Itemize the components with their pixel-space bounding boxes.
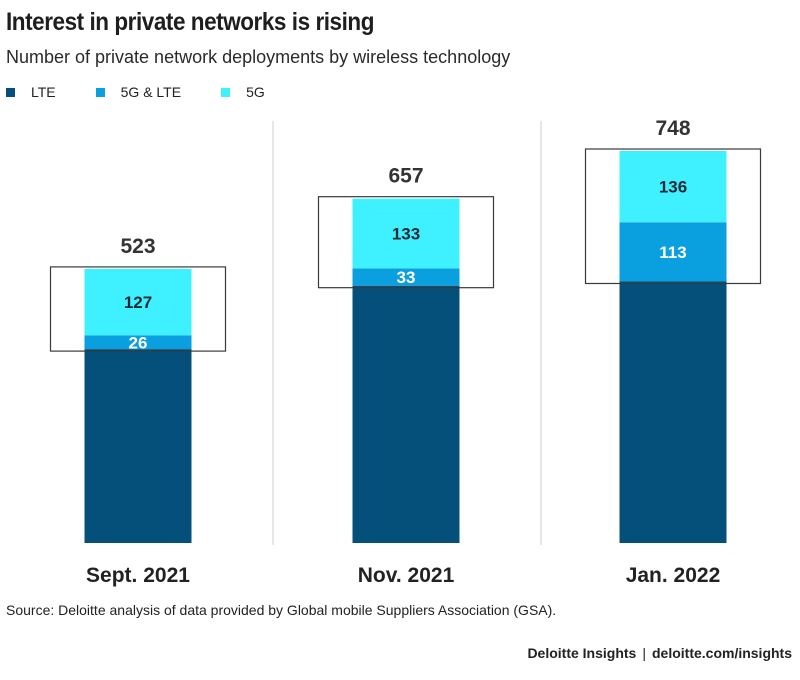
legend-item-5g: 5G bbox=[221, 84, 265, 100]
segment-label-5g-lte-3: 113 bbox=[659, 243, 686, 262]
footer-credit: Deloitte Insights | deloitte.com/insights bbox=[527, 645, 792, 661]
legend-item-5g-lte: 5G & LTE bbox=[95, 84, 182, 100]
category-label-1: Sept. 2021 bbox=[86, 564, 190, 587]
legend-item-lte: LTE bbox=[6, 84, 56, 100]
legend-swatch-lte bbox=[6, 87, 15, 97]
legend: LTE 5G & LTE 5G bbox=[6, 84, 305, 100]
segment-label-5g-1: 127 bbox=[124, 293, 152, 312]
legend-label-5g: 5G bbox=[246, 84, 265, 100]
bar-total-label-3: 748 bbox=[655, 117, 690, 140]
bar-segment-5g-lte-3 bbox=[619, 222, 727, 282]
legend-label-lte: LTE bbox=[31, 84, 56, 100]
bar-segment-lte-3 bbox=[619, 281, 727, 543]
bar-total-label-2: 657 bbox=[388, 165, 423, 188]
bar-segment-lte-1 bbox=[84, 349, 192, 543]
highlight-box-1 bbox=[49, 266, 227, 352]
category-label-2: Nov. 2021 bbox=[358, 564, 455, 587]
stacked-bar-chart: 26 127 523 Sept. 2021 33 133 657 Nov. 2021 113 13… bbox=[49, 117, 762, 587]
chart-subtitle: Number of private network deployments by… bbox=[6, 47, 511, 67]
legend-label-5g-lte: 5G & LTE bbox=[120, 84, 182, 100]
chart-title: Interest in private networks is rising bbox=[6, 8, 375, 36]
segment-label-5g-3: 136 bbox=[659, 178, 687, 197]
highlight-box-3 bbox=[584, 148, 762, 285]
legend-swatch-5g-lte bbox=[95, 87, 105, 97]
bar-segment-5g-lte-1 bbox=[84, 335, 192, 350]
bar-total-label-1: 523 bbox=[120, 235, 155, 258]
bar-segment-5g-lte-2 bbox=[352, 268, 460, 286]
brand-url[interactable]: deloitte.com/insights bbox=[651, 645, 792, 661]
bar-segment-5g-3 bbox=[619, 151, 727, 223]
legend-swatch-5g bbox=[221, 87, 231, 97]
segment-label-5g-lte-1: 26 bbox=[129, 333, 148, 352]
bar-segment-5g-1 bbox=[84, 268, 192, 336]
source-note: Source: Deloitte analysis of data provid… bbox=[6, 602, 557, 618]
category-label-3: Jan. 2022 bbox=[626, 564, 721, 587]
segment-label-5g-lte-2: 33 bbox=[397, 268, 416, 287]
segment-label-5g-2: 133 bbox=[392, 225, 420, 244]
bar-segment-5g-2 bbox=[352, 198, 460, 269]
highlight-box-2 bbox=[317, 196, 495, 289]
bar-segment-lte-2 bbox=[352, 285, 460, 543]
footer-separator: | bbox=[642, 645, 646, 661]
brand-name: Deloitte Insights bbox=[527, 645, 637, 661]
